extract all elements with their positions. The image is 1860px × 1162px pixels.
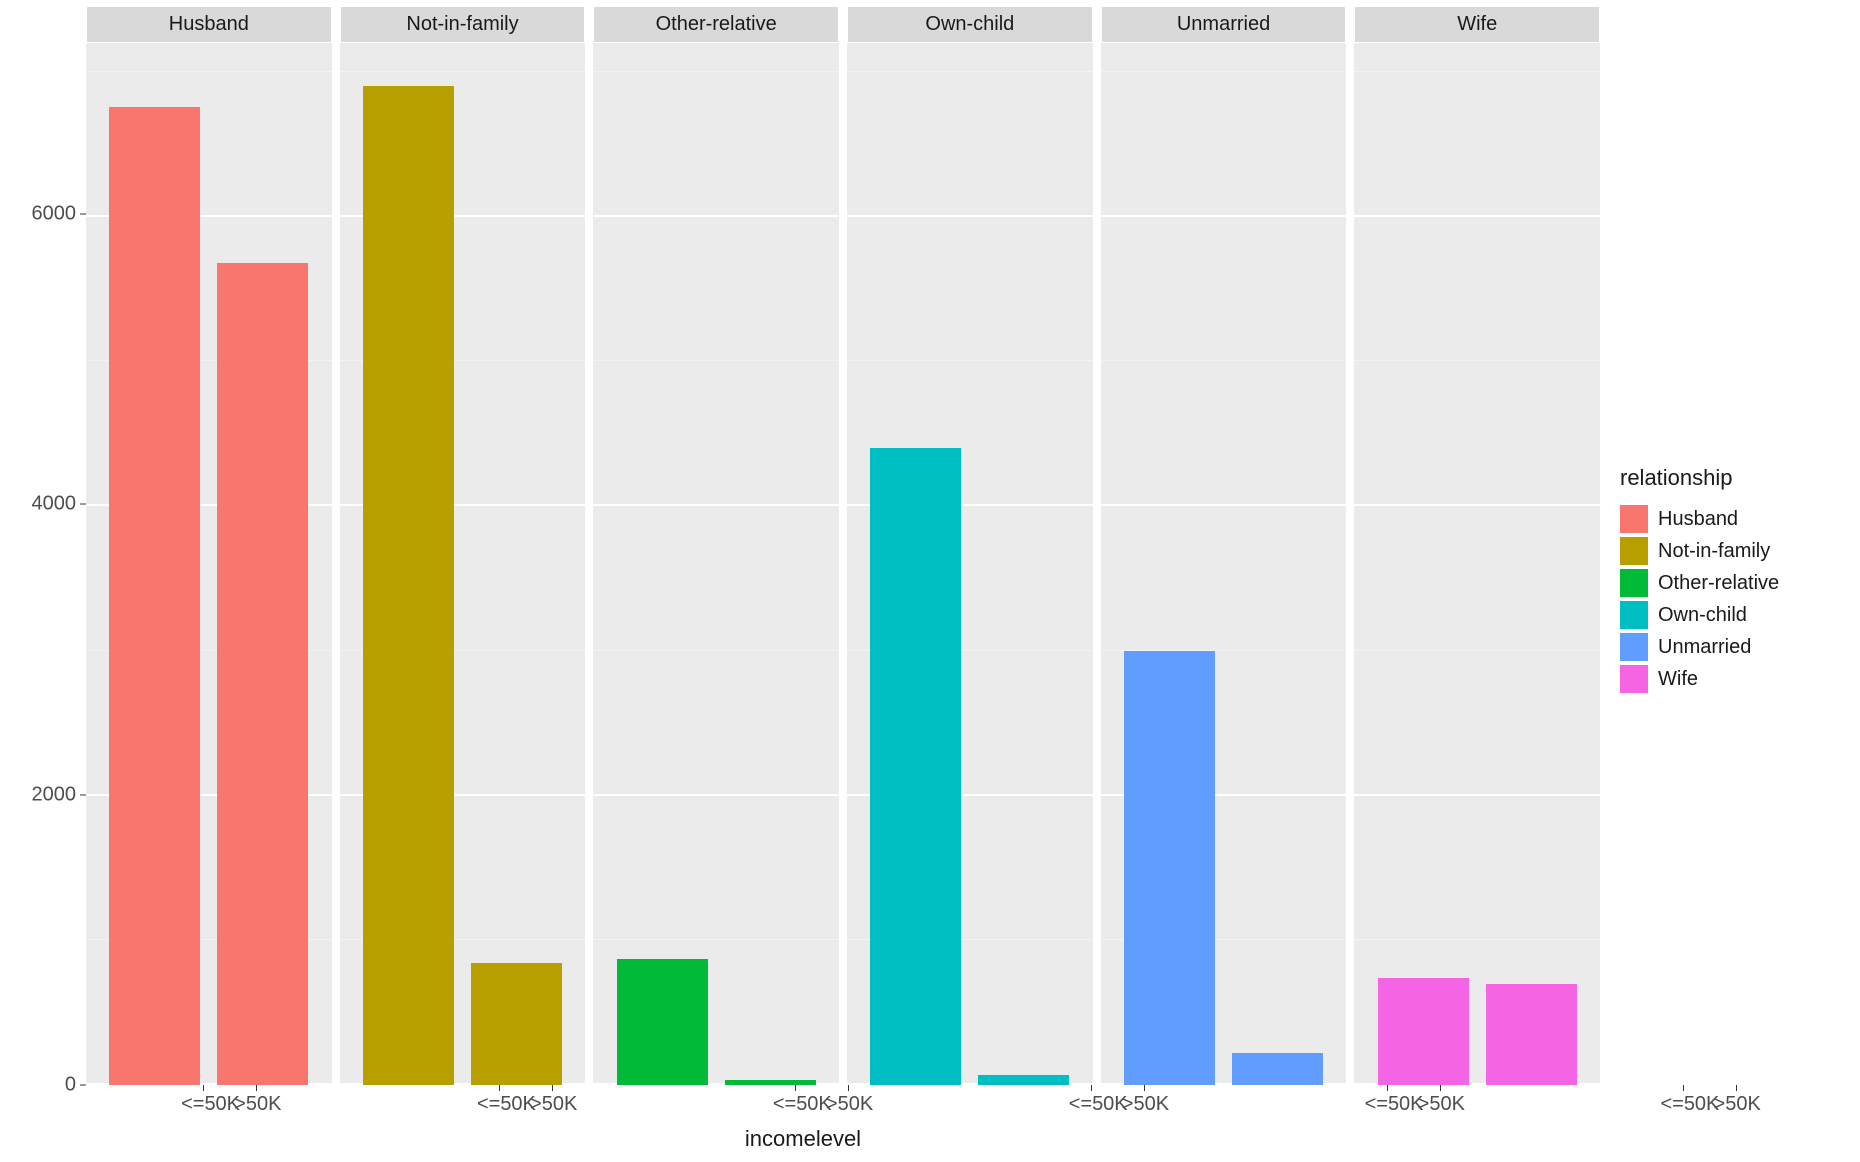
bars-container: [593, 43, 839, 1085]
bar: [363, 86, 454, 1085]
x-axis: <=50K>50K<=50K>50K<=50K>50K<=50K>50K<=50…: [6, 1085, 1600, 1116]
x-axis-title: incomelevel: [6, 1116, 1600, 1156]
x-tick-label: >50K: [530, 1085, 575, 1116]
x-tick-label: <=50K: [181, 1085, 226, 1116]
legend-label: Own-child: [1658, 604, 1747, 627]
facet-strip-label: Not-in-family: [340, 6, 586, 43]
facet-strip-label: Other-relative: [593, 6, 839, 43]
y-tick-label: 0: [65, 1074, 76, 1097]
facet-panel: Other-relative: [593, 6, 839, 1085]
faceted-bar-chart: 0200040006000 HusbandNot-in-familyOther-…: [0, 0, 1860, 1162]
facet-panel: Unmarried: [1101, 6, 1347, 1085]
legend-label: Not-in-family: [1658, 540, 1770, 563]
legend-item: Own-child: [1620, 601, 1860, 629]
legend-swatch: [1620, 633, 1648, 661]
legend-label: Unmarried: [1658, 636, 1751, 659]
x-tick-label: >50K: [826, 1085, 871, 1116]
facet-strip-label: Wife: [1354, 6, 1600, 43]
x-tick-group: <=50K >50K: [1270, 1085, 1558, 1116]
panel-background: [847, 43, 1093, 1085]
x-tick-group: <=50K >50K: [382, 1085, 670, 1116]
legend-title: relationship: [1620, 465, 1860, 491]
bars-container: [1354, 43, 1600, 1085]
facet-row: 0200040006000 HusbandNot-in-familyOther-…: [6, 6, 1600, 1085]
x-tick-label: <=50K: [1660, 1085, 1705, 1116]
x-tick-label: <=50K: [477, 1085, 522, 1116]
x-tick-group: <=50K >50K: [974, 1085, 1262, 1116]
panels-row: HusbandNot-in-familyOther-relativeOwn-ch…: [86, 6, 1600, 1085]
legend-swatch: [1620, 505, 1648, 533]
x-tick-label: >50K: [234, 1085, 279, 1116]
facet-strip-label: Own-child: [847, 6, 1093, 43]
facet-panel: Wife: [1354, 6, 1600, 1085]
legend-label: Wife: [1658, 668, 1698, 691]
bar: [471, 963, 562, 1085]
x-tick-label: <=50K: [1069, 1085, 1114, 1116]
bar: [109, 107, 200, 1085]
x-tick-label: >50K: [1714, 1085, 1759, 1116]
panel-background: [1354, 43, 1600, 1085]
bar: [870, 448, 961, 1085]
legend-item: Husband: [1620, 505, 1860, 533]
legend-swatch: [1620, 569, 1648, 597]
panel-background: [340, 43, 586, 1085]
panel-background: [86, 43, 332, 1085]
facet-panel: Husband: [86, 6, 332, 1085]
facet-panel: Own-child: [847, 6, 1093, 1085]
legend-item: Not-in-family: [1620, 537, 1860, 565]
x-tick-label: >50K: [1418, 1085, 1463, 1116]
facet-panel: Not-in-family: [340, 6, 586, 1085]
y-tick-label: 6000: [32, 203, 77, 226]
x-tick-group: <=50K >50K: [86, 1085, 374, 1116]
legend-label: Other-relative: [1658, 572, 1779, 595]
legend-swatch: [1620, 537, 1648, 565]
legend-item: Unmarried: [1620, 633, 1860, 661]
legend-item: Wife: [1620, 665, 1860, 693]
facet-strip-label: Husband: [86, 6, 332, 43]
x-tick-label: >50K: [1122, 1085, 1167, 1116]
y-tick-label: 2000: [32, 783, 77, 806]
bar: [1232, 1053, 1323, 1085]
bars-container: [86, 43, 332, 1085]
x-tick-group: <=50K >50K: [678, 1085, 966, 1116]
x-tick-label: <=50K: [1365, 1085, 1410, 1116]
bar: [978, 1075, 1069, 1085]
y-tick-label: 4000: [32, 493, 77, 516]
y-axis: 0200040006000: [6, 6, 86, 1085]
bar: [1124, 651, 1215, 1085]
bar: [1378, 978, 1469, 1085]
legend-swatch: [1620, 665, 1648, 693]
x-tick-label: <=50K: [773, 1085, 818, 1116]
facet-strip-label: Unmarried: [1101, 6, 1347, 43]
bar: [217, 263, 308, 1085]
panel-background: [1101, 43, 1347, 1085]
legend: relationship Husband Not-in-family Other-r…: [1600, 0, 1860, 1162]
legend-label: Husband: [1658, 508, 1738, 531]
bars-container: [847, 43, 1093, 1085]
bar: [1486, 984, 1577, 1085]
legend-item: Other-relative: [1620, 569, 1860, 597]
legend-swatch: [1620, 601, 1648, 629]
plot-area: 0 2000 4000 6000 HusbandNot-in-familyOther-…: [0, 0, 1600, 1162]
bar: [617, 959, 708, 1085]
bars-container: [340, 43, 586, 1085]
panel-background: [593, 43, 839, 1085]
bars-container: [1101, 43, 1347, 1085]
